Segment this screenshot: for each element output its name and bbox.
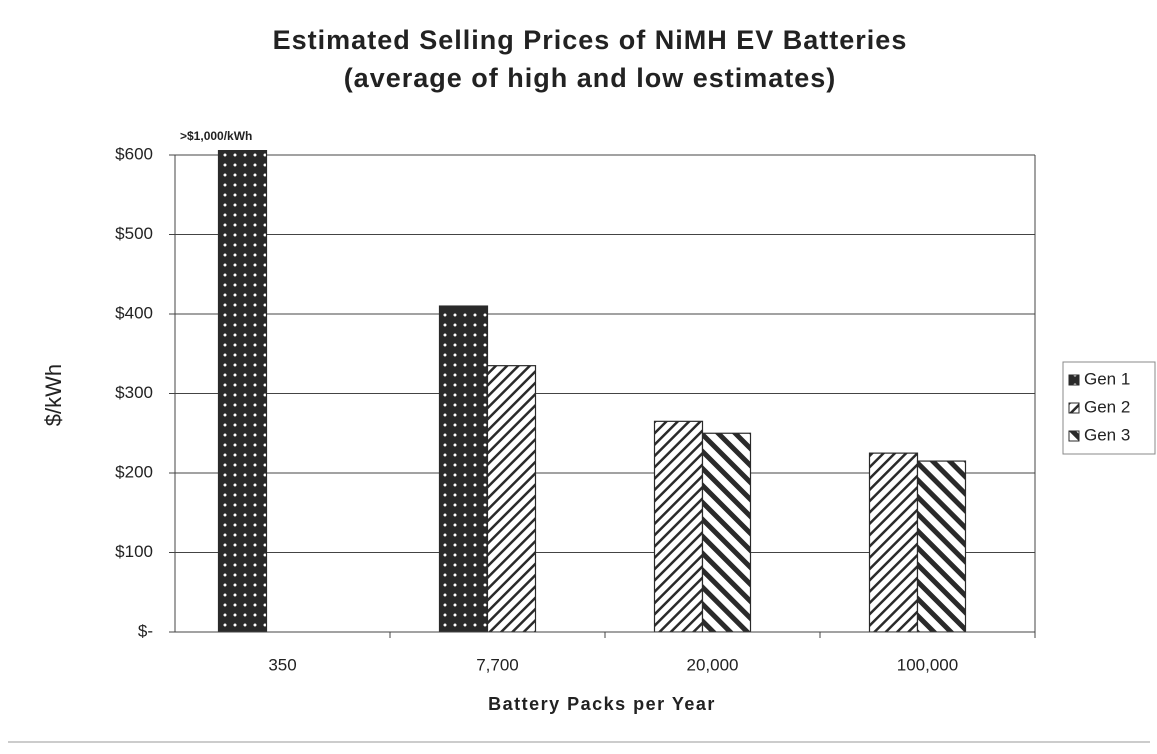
legend-swatch xyxy=(1068,402,1080,414)
plot-area xyxy=(217,150,967,632)
annotation: >$1,000/kWh xyxy=(180,129,252,143)
x-tick-label: 20,000 xyxy=(687,655,739,674)
y-tick-label: $300 xyxy=(115,383,153,402)
legend-swatch xyxy=(1068,430,1080,442)
bar xyxy=(653,420,704,632)
legend-label: Gen 3 xyxy=(1084,425,1130,444)
legend-label: Gen 1 xyxy=(1084,369,1130,388)
y-tick-label: $200 xyxy=(115,462,153,481)
y-tick-label: $100 xyxy=(115,542,153,561)
bar xyxy=(217,150,268,632)
x-axis-label: Battery Packs per Year xyxy=(488,694,716,714)
legend-swatch xyxy=(1068,374,1080,386)
x-tick-label: 350 xyxy=(268,655,296,674)
y-axis-label: $/kWh xyxy=(41,364,66,426)
y-tick-label: $400 xyxy=(115,303,153,322)
bar xyxy=(868,452,919,632)
chart-title: Estimated Selling Prices of NiMH EV Batt… xyxy=(273,25,908,55)
y-tick-label: $500 xyxy=(115,224,153,243)
y-tick-label: $600 xyxy=(115,144,153,163)
y-tick-label: $- xyxy=(138,621,153,640)
bar xyxy=(916,460,967,632)
chart-subtitle: (average of high and low estimates) xyxy=(344,63,837,93)
x-tick-label: 100,000 xyxy=(897,655,958,674)
bar xyxy=(701,432,752,632)
bar xyxy=(486,365,537,632)
x-tick-label: 7,700 xyxy=(476,655,519,674)
legend-label: Gen 2 xyxy=(1084,397,1130,416)
bar xyxy=(438,305,489,632)
